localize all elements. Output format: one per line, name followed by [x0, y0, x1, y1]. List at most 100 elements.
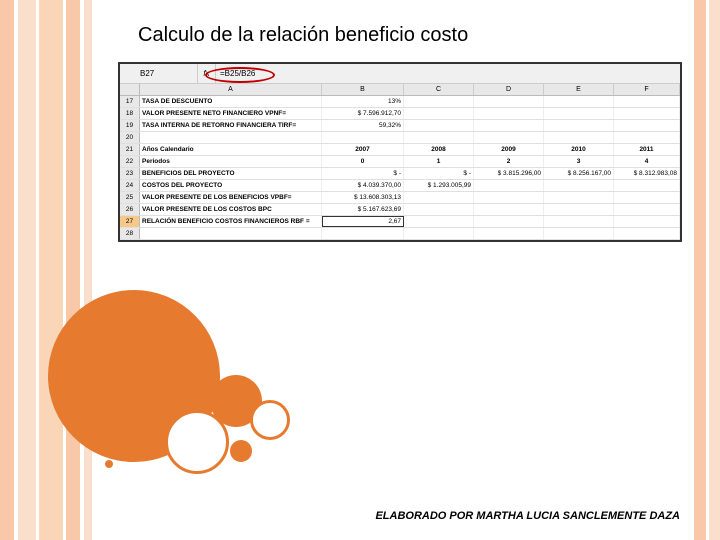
- table-row: 25VALOR PRESENTE DE LOS BENEFICIOS VPBF=…: [120, 192, 680, 204]
- cell: [614, 216, 680, 227]
- cell: [404, 216, 474, 227]
- column-headers: ABCDEF: [120, 84, 680, 96]
- cell: 4: [614, 156, 680, 167]
- cell: TASA DE DESCUENTO: [140, 96, 322, 107]
- cell: [474, 180, 544, 191]
- cell: 2009: [474, 144, 544, 155]
- cell: [614, 180, 680, 191]
- row-number: 28: [120, 228, 140, 239]
- cell: [544, 120, 614, 131]
- table-row: 28: [120, 228, 680, 240]
- stripe: [694, 0, 706, 540]
- cell: [474, 204, 544, 215]
- stripe: [66, 0, 80, 540]
- cell: [614, 96, 680, 107]
- cell: [474, 192, 544, 203]
- table-row: 19TASA INTERNA DE RETORNO FINANCIERA TIR…: [120, 120, 680, 132]
- row-number: 17: [120, 96, 140, 107]
- table-row: 23BENEFICIOS DEL PROYECTO$ -$ -$ 3.815.2…: [120, 168, 680, 180]
- excel-screenshot: B27 fx =B25/B26 ABCDEF 17TASA DE DESCUEN…: [118, 62, 682, 242]
- row-number: 20: [120, 132, 140, 143]
- row-number: 21: [120, 144, 140, 155]
- cell: [404, 192, 474, 203]
- cell: RELACIÓN BENEFICIO COSTOS FINANCIEROS RB…: [140, 216, 322, 227]
- cell: 2008: [404, 144, 474, 155]
- table-row: 24COSTOS DEL PROYECTO$ 4.039.370,00$ 1.2…: [120, 180, 680, 192]
- cell: Años Calendario: [140, 144, 322, 155]
- cell: TASA INTERNA DE RETORNO FINANCIERA TIRF=: [140, 120, 322, 131]
- cell: $ 4.039.370,00: [322, 180, 404, 191]
- cell: $ 8.312.983,08: [614, 168, 680, 179]
- col-head-D: D: [474, 84, 544, 95]
- cell: BENEFICIOS DEL PROYECTO: [140, 168, 322, 179]
- cell: [404, 96, 474, 107]
- cell: [474, 132, 544, 143]
- row-number: 24: [120, 180, 140, 191]
- cell: $ 1.293.005,99: [404, 180, 474, 191]
- cell: [474, 96, 544, 107]
- cell: [322, 228, 404, 239]
- row-number: 25: [120, 192, 140, 203]
- cell: Periodos: [140, 156, 322, 167]
- cell: [404, 228, 474, 239]
- cell: [322, 132, 404, 143]
- cell: [404, 132, 474, 143]
- cell: [614, 204, 680, 215]
- cell: [614, 228, 680, 239]
- slide-title: Calculo de la relación beneficio costo: [138, 24, 468, 47]
- cell: 2011: [614, 144, 680, 155]
- table-row: 17TASA DE DESCUENTO13%: [120, 96, 680, 108]
- cell: $ 13.608.303,13: [322, 192, 404, 203]
- col-head-B: B: [322, 84, 404, 95]
- cell: [544, 192, 614, 203]
- table-row: 18VALOR PRESENTE NETO FINANCIERO VPNF=$ …: [120, 108, 680, 120]
- stripe: [0, 0, 14, 540]
- stripe: [39, 0, 63, 540]
- cell: $ -: [404, 168, 474, 179]
- cell: 1: [404, 156, 474, 167]
- row-number: 18: [120, 108, 140, 119]
- cell: 2007: [322, 144, 404, 155]
- cell: [404, 108, 474, 119]
- table-row: 27RELACIÓN BENEFICIO COSTOS FINANCIEROS …: [120, 216, 680, 228]
- cell: 2,67: [322, 216, 404, 227]
- stripe: [709, 0, 720, 540]
- cell: [544, 132, 614, 143]
- formula-bar: =B25/B26: [216, 64, 680, 83]
- cell: [544, 204, 614, 215]
- table-row: 26VALOR PRESENTE DE LOS COSTOS BPC$ 5.16…: [120, 204, 680, 216]
- cell: VALOR PRESENTE NETO FINANCIERO VPNF=: [140, 108, 322, 119]
- cell: $ -: [322, 168, 404, 179]
- stripe: [18, 0, 36, 540]
- corner-cell: [120, 84, 140, 95]
- cell: [140, 132, 322, 143]
- table-row: 21Años Calendario20072008200920102011: [120, 144, 680, 156]
- cell: [544, 108, 614, 119]
- cell: [614, 192, 680, 203]
- cell: 3: [544, 156, 614, 167]
- cell: $ 5.167.623,69: [322, 204, 404, 215]
- circle: [105, 460, 113, 468]
- cell: [614, 132, 680, 143]
- col-head-A: A: [140, 84, 322, 95]
- table-row: 22Periodos01234: [120, 156, 680, 168]
- cell: [474, 120, 544, 131]
- table-row: 20: [120, 132, 680, 144]
- cell: [544, 96, 614, 107]
- cell: 2010: [544, 144, 614, 155]
- row-number: 22: [120, 156, 140, 167]
- cell: $ 3.815.296,00: [474, 168, 544, 179]
- cell: 13%: [322, 96, 404, 107]
- cell: [544, 228, 614, 239]
- cell: 0: [322, 156, 404, 167]
- cell: [404, 120, 474, 131]
- formula-bar-row: B27 fx =B25/B26: [120, 64, 680, 84]
- sheet-body: 17TASA DE DESCUENTO13%18VALOR PRESENTE N…: [120, 96, 680, 240]
- fx-icon: fx: [198, 64, 216, 83]
- cell: $ 7.596.912,70: [322, 108, 404, 119]
- cell: [474, 228, 544, 239]
- cell: 2: [474, 156, 544, 167]
- footer-credit: ELABORADO POR MARTHA LUCIA SANCLEMENTE D…: [375, 510, 680, 522]
- circle: [230, 440, 252, 462]
- cell: 59,32%: [322, 120, 404, 131]
